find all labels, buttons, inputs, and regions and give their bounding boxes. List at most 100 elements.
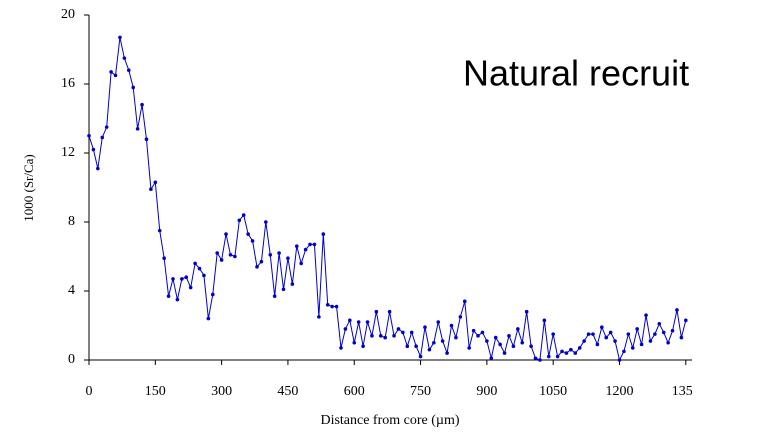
data-point <box>140 102 144 107</box>
data-point <box>312 242 317 247</box>
x-tick-label: 1350 <box>672 384 700 399</box>
data-point <box>454 335 458 340</box>
x-tick-label: 450 <box>277 384 298 399</box>
data-point <box>144 137 149 141</box>
data-point <box>383 335 387 340</box>
data-point <box>586 332 591 336</box>
data-point <box>608 330 613 335</box>
data-point <box>365 320 370 324</box>
x-tick-label: 0 <box>86 384 93 399</box>
data-point <box>569 347 573 352</box>
y-tick-label: 4 <box>68 283 75 298</box>
data-point <box>184 275 189 280</box>
data-point <box>387 309 392 314</box>
data-point <box>352 340 357 345</box>
data-point <box>374 309 379 314</box>
data-point <box>100 135 105 140</box>
data-point <box>339 346 343 350</box>
x-axis-label: Distance from core (µm) <box>320 413 459 428</box>
data-point <box>546 354 551 359</box>
data-point <box>162 256 166 261</box>
data-point <box>149 187 153 192</box>
data-point <box>670 328 675 333</box>
data-point <box>396 327 401 331</box>
data-point <box>432 340 436 345</box>
data-point <box>206 316 211 321</box>
data-point <box>224 232 228 236</box>
data-point <box>520 340 525 345</box>
y-axis-label: 1000 (Sr/Ca) <box>21 154 36 222</box>
data-point <box>675 308 679 312</box>
data-point <box>268 252 273 257</box>
data-point <box>533 356 538 361</box>
data-point <box>210 292 215 297</box>
data-point <box>334 304 339 309</box>
data-point <box>286 256 290 261</box>
data-point <box>215 251 220 255</box>
data-point <box>622 349 626 354</box>
data-point <box>427 347 432 352</box>
data-point <box>498 342 502 347</box>
data-point <box>118 35 122 40</box>
data-point <box>414 344 418 349</box>
y-tick-label: 12 <box>61 145 75 160</box>
data-point <box>294 244 299 248</box>
data-point <box>617 358 622 362</box>
data-point <box>175 297 180 302</box>
data-point <box>524 309 529 314</box>
data-point <box>87 133 91 138</box>
data-point <box>135 127 140 131</box>
x-tick-label: 1200 <box>605 384 633 399</box>
data-point <box>259 259 264 264</box>
data-point <box>109 70 113 74</box>
data-point <box>272 294 277 298</box>
data-point <box>361 344 365 349</box>
data-point <box>582 339 586 343</box>
data-point <box>122 56 127 60</box>
data-point <box>595 342 600 347</box>
data-point <box>573 351 578 355</box>
data-point <box>131 85 136 90</box>
data-point <box>564 351 569 355</box>
data-point <box>577 346 582 350</box>
data-point <box>264 220 268 224</box>
data-point <box>666 340 670 345</box>
data-point <box>661 330 666 335</box>
data-point <box>604 335 609 340</box>
data-point <box>237 218 242 223</box>
data-point <box>600 325 604 330</box>
data-point <box>104 125 109 129</box>
data-point <box>96 166 100 171</box>
data-point <box>343 327 348 331</box>
data-point <box>653 332 657 336</box>
x-tick-label: 600 <box>344 384 365 399</box>
data-point <box>480 330 485 335</box>
data-point <box>356 320 361 324</box>
data-point <box>493 335 498 340</box>
data-point <box>277 251 281 255</box>
data-point <box>551 332 555 336</box>
data-point <box>113 73 118 78</box>
data-point <box>241 213 246 217</box>
data-point <box>555 354 560 359</box>
data-point <box>591 332 595 336</box>
data-point <box>233 254 237 259</box>
data-point <box>542 318 547 323</box>
data-point <box>401 330 405 335</box>
data-point <box>171 277 175 281</box>
x-tick-label: 1050 <box>539 384 567 399</box>
data-point <box>126 68 131 72</box>
y-tick-label: 8 <box>68 214 75 229</box>
plot: 0 4 8 12 16 20 0 150 300 450 600 750 900 1050 1200 1350 <box>61 7 700 399</box>
data-point <box>91 147 96 152</box>
annotation: Natural recruit <box>463 53 689 94</box>
data-point <box>538 358 542 362</box>
data-point <box>657 321 662 326</box>
data-point <box>392 334 396 338</box>
y-tick-label: 20 <box>61 7 75 22</box>
data-point <box>445 351 449 355</box>
x-tick-label: 900 <box>476 384 497 399</box>
data-point <box>290 282 295 286</box>
data-point <box>511 344 516 349</box>
